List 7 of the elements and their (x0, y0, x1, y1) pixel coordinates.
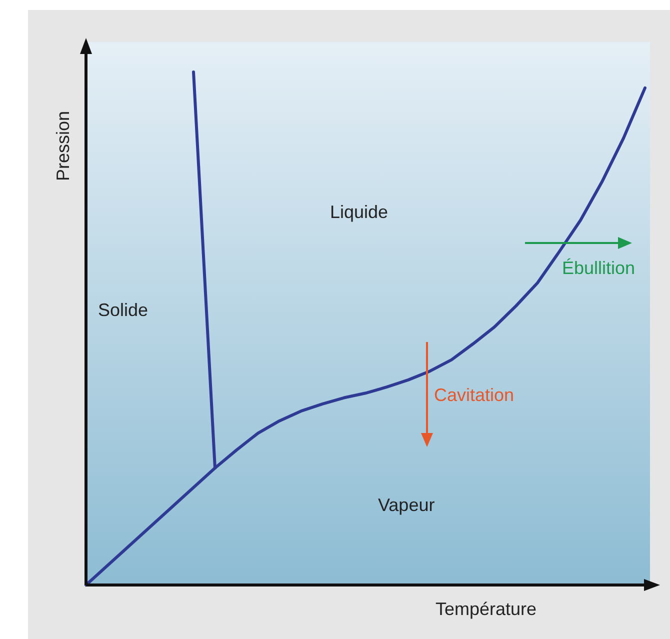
x-axis-title: Température (435, 599, 537, 619)
annotation: Vapeur (378, 495, 435, 515)
annotation: Liquide (330, 202, 388, 222)
annotation: Ébullition (562, 258, 636, 278)
annotation: Solide (98, 300, 148, 320)
annotation: Cavitation (434, 385, 514, 405)
y-axis-title: Pression (53, 110, 73, 182)
